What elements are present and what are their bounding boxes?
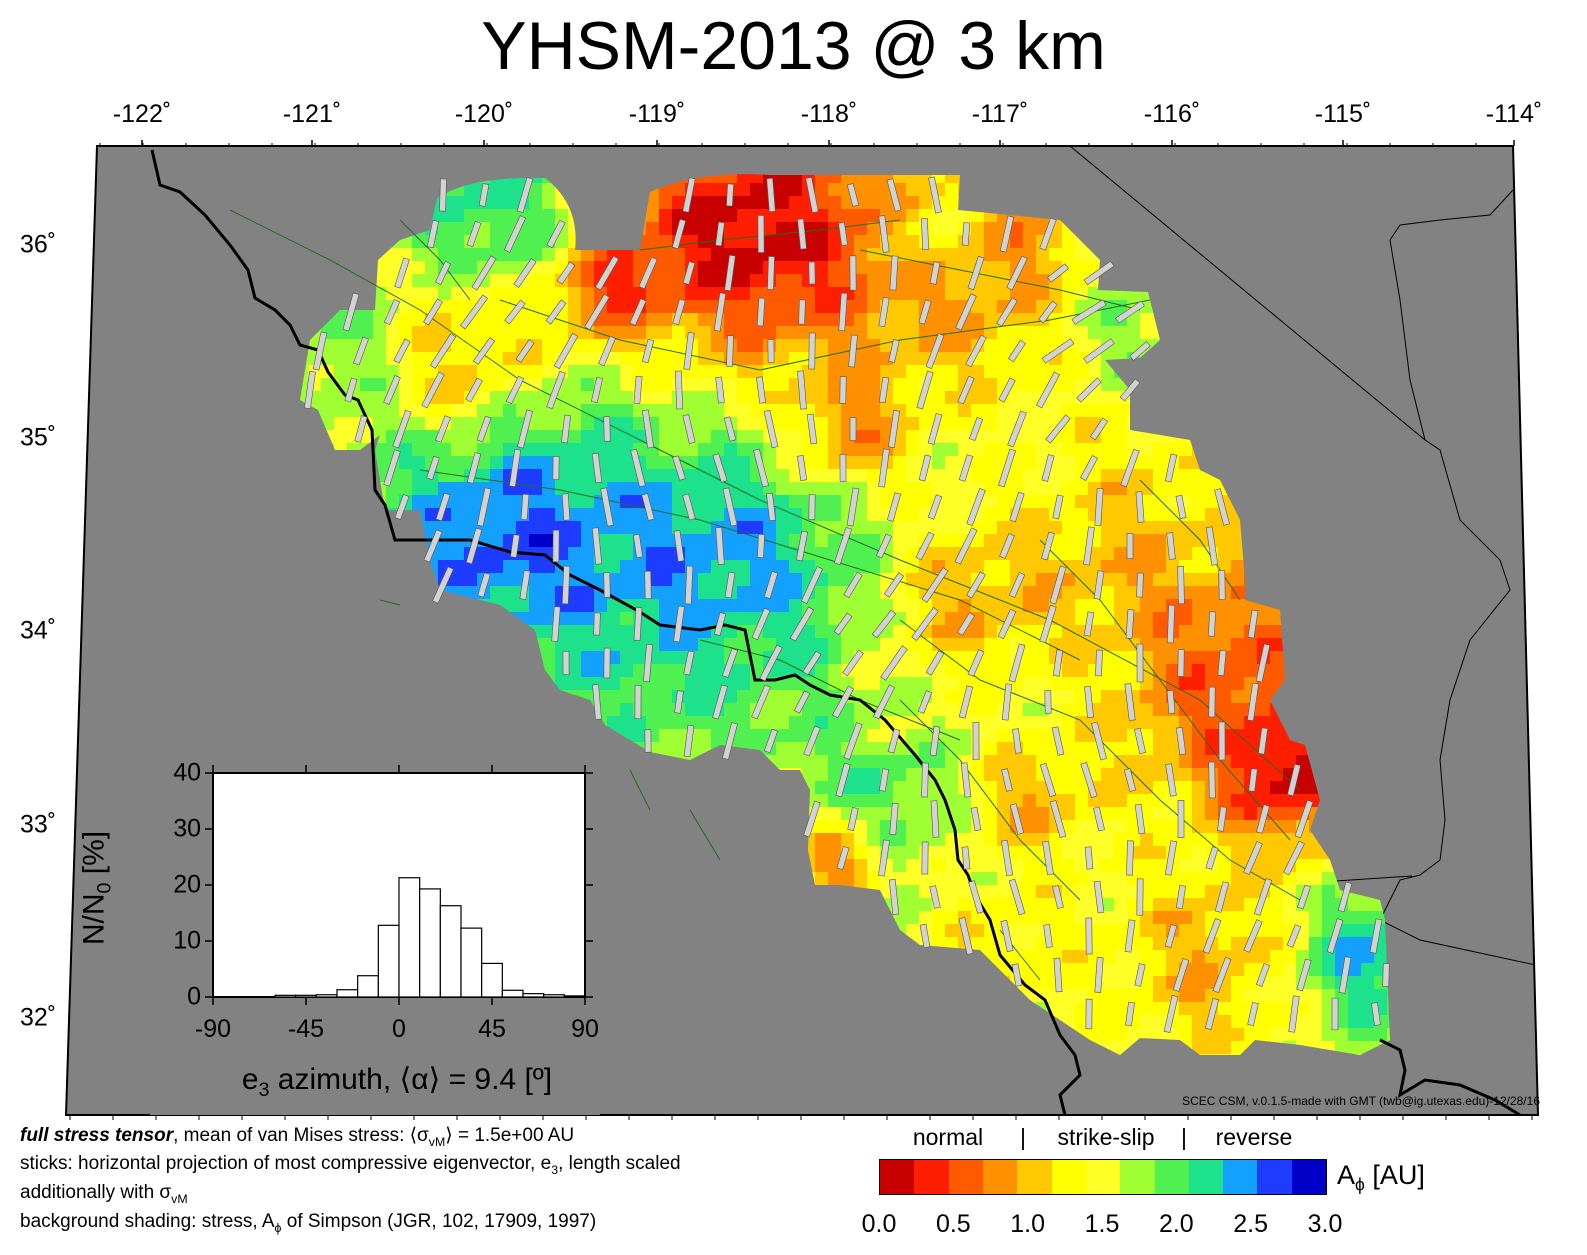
colorbar-tick: 1.0 xyxy=(1010,1210,1046,1238)
state-border-ne xyxy=(1389,189,1514,441)
colorbar-tick: 1.5 xyxy=(1084,1210,1120,1238)
histogram-bar xyxy=(357,975,379,998)
credit-text: SCEC CSM, v.0.1.5-made with GMT (twb@ig.… xyxy=(1182,1094,1540,1108)
colorbar-separator-1: | xyxy=(1020,1124,1026,1150)
colorbar-swatch xyxy=(1154,1160,1189,1194)
histogram-bar xyxy=(460,927,483,998)
longitude-label: -122˚ xyxy=(112,100,172,128)
histogram-x-tick: -45 xyxy=(287,1015,325,1043)
histogram-x-tick: 45 xyxy=(478,1015,506,1043)
histogram-bar xyxy=(543,994,565,998)
colorbar-swatch xyxy=(1257,1160,1292,1194)
colorbar-swatch xyxy=(1017,1160,1052,1194)
colorbar-tick: 2.0 xyxy=(1158,1210,1194,1238)
colorbar-label-strike-slip: strike-slip xyxy=(1057,1124,1155,1150)
colorbar-tick: 0.5 xyxy=(935,1210,971,1238)
colorbar-swatch xyxy=(1051,1160,1086,1194)
colorbar xyxy=(879,1159,1327,1195)
latitude-label: 35˚ xyxy=(20,423,57,452)
longitude-label: -120˚ xyxy=(454,100,514,128)
colorbar-tick: 0.0 xyxy=(861,1210,897,1238)
colorbar-swatch xyxy=(1188,1160,1224,1194)
longitude-label: -121˚ xyxy=(282,100,342,128)
histogram-ticks xyxy=(205,765,593,1005)
caption-line-4: background shading: stress, Aϕ of Simpso… xyxy=(20,1211,597,1235)
colorbar-tick: 3.0 xyxy=(1307,1210,1343,1238)
latitude-label: 34˚ xyxy=(20,616,57,645)
colorbar-label-normal: normal xyxy=(912,1124,984,1150)
histogram-x-tick: 0 xyxy=(392,1015,406,1043)
caption-line-1: full stress tensor, mean of van Mises st… xyxy=(20,1125,575,1149)
histogram-y-tick: 0 xyxy=(187,982,201,1011)
longitude-label: -115˚ xyxy=(1314,100,1372,128)
longitude-label: -116˚ xyxy=(1143,100,1201,128)
colorbar-swatch xyxy=(880,1160,915,1194)
histogram-bar xyxy=(501,989,524,998)
histogram-x-tick: 90 xyxy=(571,1015,599,1043)
colorbar-swatch xyxy=(948,1160,983,1194)
latitude-label: 32˚ xyxy=(20,1003,57,1032)
state-border-az xyxy=(1379,439,1538,967)
histogram-bar xyxy=(295,994,317,998)
colorbar-label-reverse: reverse xyxy=(1215,1124,1293,1150)
colorbar-swatch xyxy=(1223,1160,1258,1194)
colorbar-swatch xyxy=(1291,1160,1327,1194)
longitude-label: -119˚ xyxy=(628,100,686,128)
histogram-y-tick: 30 xyxy=(173,814,201,843)
histogram-bar xyxy=(439,905,462,998)
histogram-bar xyxy=(522,993,545,998)
histogram-x-label: e3 azimuth, ⟨α⟩ = 9.4 [º] xyxy=(241,1063,553,1101)
map-title: YHSM-2013 @ 3 km xyxy=(481,8,1106,84)
histogram-bar xyxy=(481,962,503,998)
colorbar-swatch xyxy=(1085,1160,1121,1194)
histogram-y-tick: 10 xyxy=(173,926,201,955)
histogram-bar xyxy=(398,877,421,998)
histogram-y-tick: 40 xyxy=(173,758,201,787)
histogram-x-tick: -90 xyxy=(194,1015,232,1043)
caption-line-2: sticks: horizontal projection of most co… xyxy=(20,1153,681,1177)
frame-ticks xyxy=(69,140,1533,1120)
colorbar-swatch xyxy=(1120,1160,1155,1194)
longitude-label: -118˚ xyxy=(800,100,858,128)
latitude-label: 33˚ xyxy=(20,810,57,839)
longitude-label: -114˚ xyxy=(1485,100,1543,128)
state-border-nv xyxy=(1069,146,1426,441)
histogram-bar xyxy=(563,995,586,998)
histogram-bar xyxy=(315,994,338,998)
caption-line-3: additionally with σvM xyxy=(20,1182,188,1206)
colorbar-unit: Aϕ [AU] xyxy=(1337,1160,1425,1195)
latitude-label: 36˚ xyxy=(20,230,57,259)
histogram-bar xyxy=(377,924,400,998)
histogram-y-label: N/N0 [%] xyxy=(77,830,116,946)
histogram-bar xyxy=(336,989,359,998)
colorbar-swatch xyxy=(914,1160,949,1194)
histogram-bars xyxy=(274,877,586,998)
histogram-bar xyxy=(419,888,441,998)
histogram-y-tick: 20 xyxy=(173,870,201,899)
stress-sticks xyxy=(304,176,1390,1033)
longitude-label: -117˚ xyxy=(971,100,1029,128)
colorbar-tick: 2.5 xyxy=(1233,1210,1269,1238)
colorbar-separator-2: | xyxy=(1181,1124,1187,1150)
coastline-south xyxy=(1379,1038,1521,1115)
map-frame xyxy=(64,145,1540,1116)
colorbar-swatch xyxy=(982,1160,1018,1194)
histogram-bar xyxy=(274,994,297,998)
